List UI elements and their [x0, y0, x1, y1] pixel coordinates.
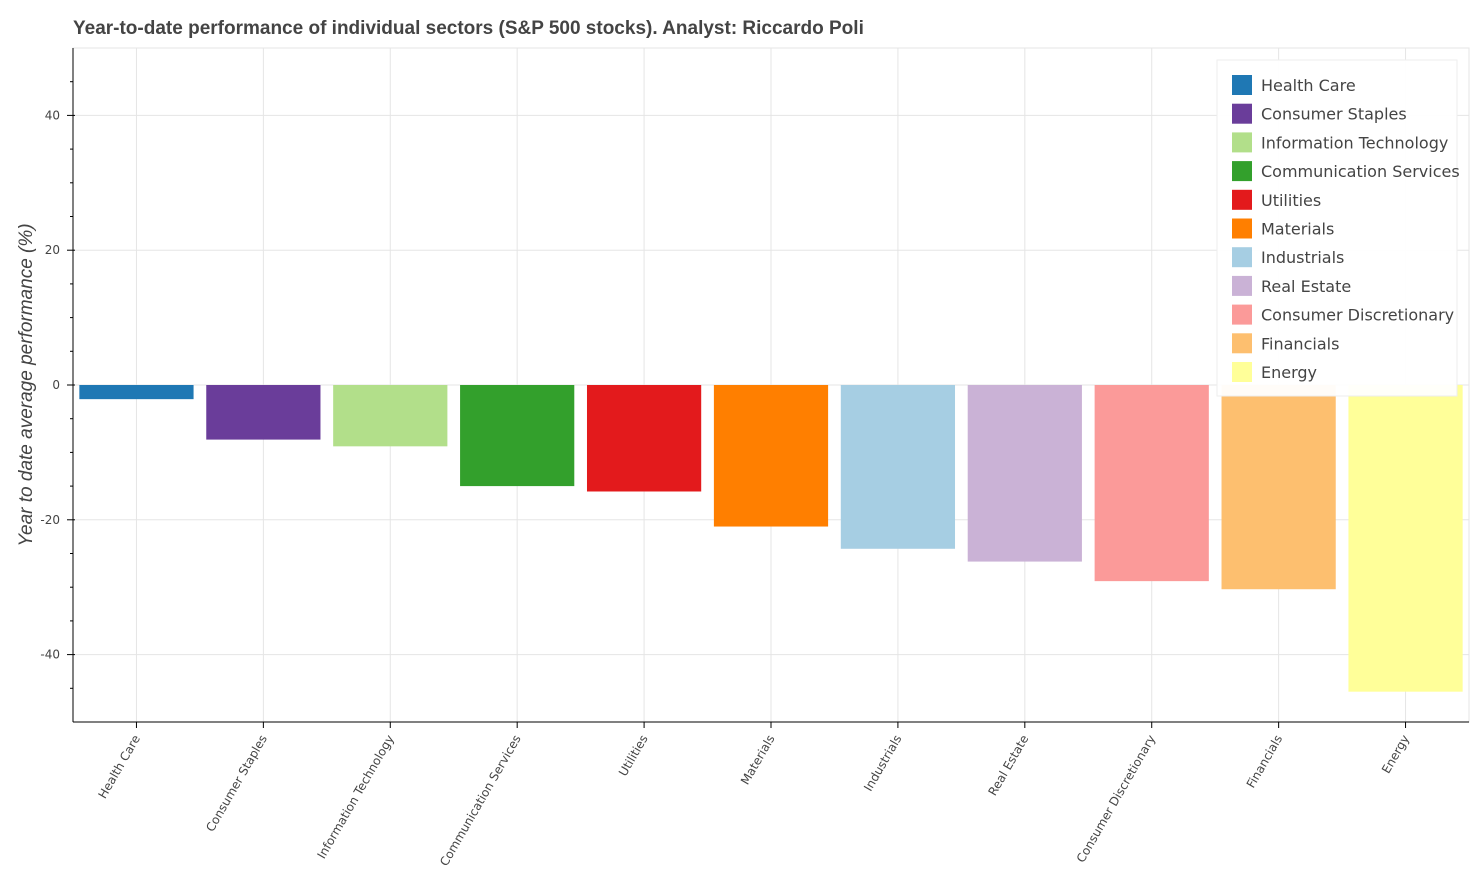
- x-tick-label: Consumer Staples: [203, 733, 270, 835]
- y-tick-label: 20: [45, 243, 60, 257]
- y-tick-label: -40: [40, 648, 60, 662]
- x-tick-label: Utilities: [616, 733, 651, 779]
- bar-real-estate: [967, 385, 1082, 562]
- bar-materials: [713, 385, 829, 527]
- legend-swatch: [1232, 304, 1252, 325]
- legend-swatch: [1232, 247, 1252, 268]
- bar-financials: [1221, 385, 1336, 590]
- x-tick-label: Information Technology: [314, 733, 396, 862]
- legend-swatch: [1232, 75, 1252, 95]
- bar-consumer-staples: [206, 385, 321, 440]
- x-tick-label: Real Estate: [985, 733, 1031, 799]
- legend-label: Communication Services: [1261, 162, 1460, 181]
- chart-title: Year-to-date performance of individual s…: [73, 18, 864, 39]
- y-tick-label: 0: [52, 378, 60, 392]
- bar-communication-services: [460, 385, 575, 487]
- legend-label: Consumer Staples: [1261, 105, 1407, 124]
- bar-industrials: [840, 385, 956, 549]
- legend-swatch: [1232, 275, 1252, 296]
- bar-consumer-discretionary: [1094, 385, 1209, 582]
- x-tick-label: Industrials: [861, 733, 904, 794]
- x-tick-label: Materials: [738, 733, 778, 788]
- legend-swatch: [1232, 132, 1252, 153]
- y-tick-label: -20: [40, 513, 60, 527]
- y-tick-label: 40: [45, 108, 60, 122]
- legend: [1216, 59, 1458, 397]
- x-tick-label: Communication Services: [437, 733, 524, 869]
- bar-health-care: [79, 385, 194, 400]
- legend-label: Health Care: [1261, 76, 1356, 95]
- x-tick-label: Health Care: [95, 733, 143, 802]
- legend-swatch: [1232, 218, 1252, 239]
- bar-utilities: [586, 385, 702, 492]
- legend-swatch: [1232, 161, 1252, 182]
- x-tick-label: Consumer Discretionary: [1074, 733, 1159, 865]
- legend-label: Industrials: [1261, 248, 1344, 267]
- legend-label: Utilities: [1261, 191, 1321, 210]
- legend-label: Financials: [1261, 334, 1339, 353]
- legend-swatch: [1232, 103, 1252, 124]
- bar-information-technology: [333, 385, 448, 447]
- bar-energy: [1348, 385, 1463, 692]
- x-tick-label: Energy: [1379, 733, 1412, 776]
- legend-label: Materials: [1261, 220, 1334, 239]
- legend-label: Information Technology: [1261, 133, 1448, 152]
- y-axis-label: Year to date average performance (%): [16, 223, 37, 546]
- legend-swatch: [1232, 189, 1252, 210]
- legend-label: Consumer Discretionary: [1261, 306, 1454, 325]
- legend-label: Energy: [1261, 363, 1317, 382]
- legend-swatch: [1232, 362, 1252, 382]
- legend-swatch: [1232, 333, 1252, 354]
- x-tick-label: Financials: [1244, 733, 1286, 791]
- legend-label: Real Estate: [1261, 277, 1351, 296]
